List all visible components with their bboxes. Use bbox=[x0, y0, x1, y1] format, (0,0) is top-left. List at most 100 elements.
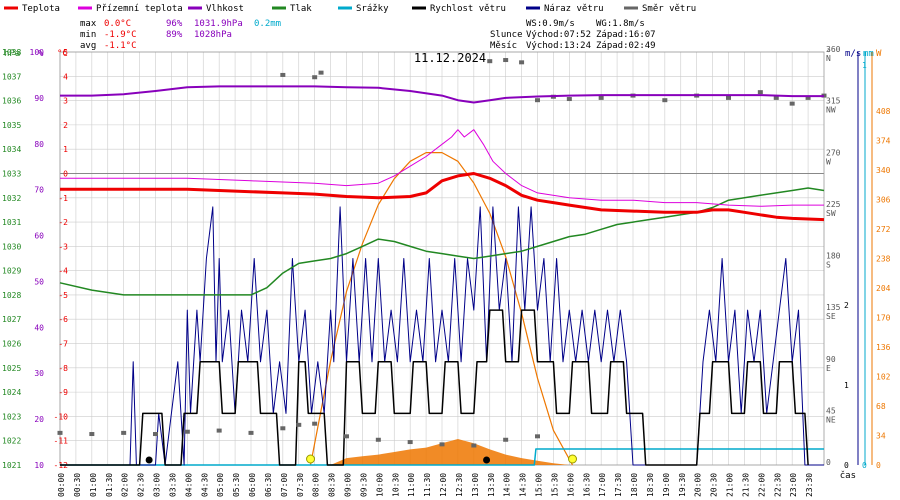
axis-w-tick: 272 bbox=[876, 225, 891, 234]
x-tick-label: 08:00 bbox=[312, 473, 321, 497]
wind-dir-point bbox=[318, 70, 324, 75]
stat-max-hum: 96% bbox=[166, 19, 183, 29]
axis-hpa-tick: 1022 bbox=[2, 437, 21, 446]
axis-pct-tick: 100 bbox=[30, 48, 45, 57]
x-tick-label: 23:30 bbox=[805, 473, 814, 497]
axis-c-tick: 2 bbox=[63, 121, 68, 130]
axis-dir-compass: E bbox=[826, 364, 831, 373]
wind-dir-point bbox=[757, 90, 763, 95]
stat-max-press: 1031.9hPa bbox=[194, 19, 243, 29]
x-tick-label: 14:00 bbox=[503, 473, 512, 497]
series-temperature bbox=[60, 172, 825, 222]
wind-dir-point bbox=[153, 432, 158, 437]
axis-pct-tick: 70 bbox=[34, 186, 44, 195]
axis-hpa-tick: 1030 bbox=[2, 242, 21, 251]
x-tick-label: 17:00 bbox=[598, 473, 607, 497]
x-tick-label: 07:30 bbox=[296, 473, 305, 497]
axis-hpa-tick: 1023 bbox=[2, 412, 21, 421]
legend-label: Vlhkost bbox=[206, 4, 244, 14]
x-tick-label: 12:30 bbox=[455, 473, 464, 497]
series-wind-gust bbox=[60, 206, 824, 466]
wind-dir-point bbox=[280, 72, 286, 77]
axis-pct-unit: % bbox=[38, 49, 44, 59]
moonset-marker bbox=[145, 456, 153, 464]
axis-c-tick: 0 bbox=[63, 169, 68, 178]
info-mesic: Měsíc bbox=[490, 41, 517, 51]
legend-label: Tlak bbox=[290, 4, 312, 14]
axis-dir-unit: ° bbox=[826, 49, 831, 59]
axis-hpa-tick: 1026 bbox=[2, 340, 21, 349]
axis-dir-compass: NE bbox=[826, 415, 836, 424]
x-tick-label: 09:00 bbox=[344, 473, 353, 497]
x-tick-label: 22:30 bbox=[773, 473, 782, 497]
wind-dir-point bbox=[439, 442, 445, 447]
legend-label: Směr větru bbox=[642, 4, 696, 14]
wind-dir-point bbox=[375, 437, 381, 442]
sunset-marker bbox=[568, 454, 578, 464]
x-tick-label: 02:30 bbox=[137, 473, 146, 497]
wind-dir-point bbox=[487, 59, 493, 64]
axis-w-tick: 34 bbox=[876, 432, 886, 441]
axis-dir-compass: W bbox=[826, 157, 831, 166]
x-tick-label: 14:30 bbox=[519, 473, 528, 497]
wind-dir-point bbox=[503, 58, 509, 63]
axis-mm-unit: mm bbox=[863, 49, 874, 59]
axis-c-tick: -7 bbox=[58, 340, 68, 349]
axis-hpa-tick: 1032 bbox=[2, 194, 21, 203]
stat-label: max bbox=[80, 19, 97, 29]
stat-max-rain: 0.2mm bbox=[254, 19, 281, 29]
axis-c-tick: -10 bbox=[54, 412, 69, 421]
info-moon-set: Západ:02:49 bbox=[596, 41, 656, 51]
x-tick-label: 07:00 bbox=[280, 473, 289, 497]
wind-dir-point bbox=[535, 98, 540, 103]
axis-dir-compass: SE bbox=[826, 312, 836, 321]
x-tick-label: 22:00 bbox=[757, 473, 766, 497]
info-moon-rise: Východ:13:24 bbox=[526, 41, 591, 51]
x-tick-label: 03:00 bbox=[153, 473, 162, 497]
axis-pct-tick: 10 bbox=[34, 461, 44, 470]
wind-dir-point bbox=[89, 432, 95, 437]
axis-ms-tick: 0 bbox=[844, 461, 849, 470]
x-tick-label: 12:00 bbox=[439, 473, 448, 497]
axis-dir-tick: 360 bbox=[826, 45, 841, 54]
axis-pct-tick: 90 bbox=[34, 94, 44, 103]
axis-w-tick: 306 bbox=[876, 196, 891, 205]
x-tick-label: 10:30 bbox=[391, 473, 400, 497]
x-tick-label: 04:30 bbox=[200, 473, 209, 497]
axis-w-tick: 68 bbox=[876, 402, 886, 411]
legend-label: Rychlost větru bbox=[430, 4, 506, 14]
x-tick-label: 20:00 bbox=[694, 473, 703, 497]
x-tick-label: 03:30 bbox=[168, 473, 177, 497]
axis-c-tick: -5 bbox=[58, 291, 68, 300]
axis-w-tick: 102 bbox=[876, 373, 891, 382]
wind-dir-point bbox=[519, 60, 525, 65]
axis-c-tick: -1 bbox=[58, 194, 68, 203]
axis-dir-compass: NW bbox=[826, 106, 836, 115]
axis-c-unit: °C bbox=[57, 49, 68, 59]
wind-dir-point bbox=[216, 428, 222, 433]
legend-label: Přízemní teplota bbox=[96, 4, 183, 14]
sunrise-marker bbox=[306, 454, 316, 464]
x-tick-label: 02:00 bbox=[121, 473, 130, 497]
axis-w-unit: W bbox=[876, 49, 882, 59]
x-tick-label: 13:30 bbox=[487, 473, 496, 497]
legend-label: Teplota bbox=[22, 4, 60, 14]
x-tick-label: 18:30 bbox=[646, 473, 655, 497]
axis-ms-tick: 1 bbox=[844, 381, 849, 390]
axis-c-tick: 5 bbox=[63, 48, 68, 57]
x-tick-label: 11:30 bbox=[423, 473, 432, 497]
series-pressure bbox=[59, 187, 825, 296]
wind-dir-point bbox=[280, 426, 286, 431]
axis-c-tick: -9 bbox=[58, 388, 68, 397]
axis-c-tick: -2 bbox=[58, 218, 68, 227]
axis-c-tick: -6 bbox=[58, 315, 68, 324]
solar-theoretical-curve bbox=[309, 152, 574, 466]
axis-pct-tick: 30 bbox=[34, 369, 44, 378]
wind-dir-point bbox=[344, 434, 349, 439]
x-tick-label: 10:00 bbox=[375, 473, 384, 497]
axis-pct-tick: 50 bbox=[34, 277, 44, 286]
x-tick-label: 13:00 bbox=[471, 473, 480, 497]
wind-dir-point bbox=[121, 430, 127, 435]
wind-dir-point bbox=[471, 443, 477, 448]
axis-dir-compass: S bbox=[826, 261, 831, 270]
